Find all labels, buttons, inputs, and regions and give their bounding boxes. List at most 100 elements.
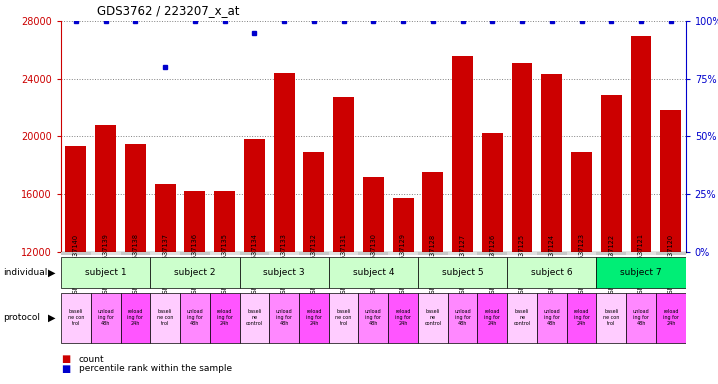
Text: baseli
ne
control: baseli ne control xyxy=(424,310,442,326)
Text: GSM537131: GSM537131 xyxy=(340,233,347,273)
Bar xyxy=(541,74,562,384)
Bar xyxy=(333,98,354,384)
Text: unload
ing for
48h: unload ing for 48h xyxy=(365,310,382,326)
Text: unload
ing for
48h: unload ing for 48h xyxy=(276,310,292,326)
Text: GSM537129: GSM537129 xyxy=(400,233,406,273)
Text: unload
ing for
48h: unload ing for 48h xyxy=(633,310,650,326)
Bar xyxy=(358,252,388,255)
Text: subject 1: subject 1 xyxy=(85,268,126,277)
Bar xyxy=(358,293,388,343)
Bar xyxy=(269,293,299,343)
Bar xyxy=(180,252,210,255)
Bar xyxy=(477,21,507,252)
Bar xyxy=(507,293,537,343)
Text: GSM537137: GSM537137 xyxy=(162,233,168,273)
Bar xyxy=(269,252,299,255)
Text: reload
ing for
24h: reload ing for 24h xyxy=(306,310,322,326)
Bar xyxy=(150,257,240,288)
Bar xyxy=(626,293,656,343)
Bar xyxy=(329,252,358,255)
Bar xyxy=(180,21,210,252)
Text: GSM537130: GSM537130 xyxy=(370,233,376,273)
Bar xyxy=(388,252,418,255)
Bar xyxy=(597,293,626,343)
Bar xyxy=(597,21,626,252)
Bar xyxy=(125,144,146,384)
Bar xyxy=(240,293,269,343)
Text: count: count xyxy=(79,354,105,364)
Bar xyxy=(507,257,597,288)
Text: GSM537140: GSM537140 xyxy=(73,233,79,273)
Bar xyxy=(150,252,180,255)
Bar xyxy=(61,293,90,343)
Bar xyxy=(512,63,533,384)
Bar xyxy=(448,21,477,252)
Bar xyxy=(567,252,597,255)
Text: GSM537136: GSM537136 xyxy=(192,233,198,273)
Bar xyxy=(418,21,448,252)
Bar xyxy=(571,152,592,384)
Bar xyxy=(90,293,121,343)
Bar xyxy=(507,252,537,255)
Text: subject 4: subject 4 xyxy=(353,268,394,277)
Bar xyxy=(299,21,329,252)
Bar xyxy=(214,191,235,384)
Text: baseli
ne
control: baseli ne control xyxy=(513,310,531,326)
Text: ▶: ▶ xyxy=(48,313,55,323)
Text: reload
ing for
24h: reload ing for 24h xyxy=(485,310,500,326)
Bar xyxy=(65,146,86,384)
Bar xyxy=(244,139,265,384)
Text: ■: ■ xyxy=(61,354,70,364)
Bar xyxy=(388,21,418,252)
Bar xyxy=(210,293,240,343)
Bar xyxy=(299,252,329,255)
Text: baseli
ne con
trol: baseli ne con trol xyxy=(67,310,84,326)
Bar xyxy=(210,252,240,255)
Text: unload
ing for
48h: unload ing for 48h xyxy=(187,310,203,326)
Bar xyxy=(240,257,329,288)
Bar xyxy=(240,252,269,255)
Text: reload
ing for
24h: reload ing for 24h xyxy=(574,310,589,326)
Bar xyxy=(90,21,121,252)
Bar xyxy=(656,252,686,255)
Text: GSM537120: GSM537120 xyxy=(668,233,673,273)
Bar xyxy=(358,21,388,252)
Bar xyxy=(567,293,597,343)
Text: subject 6: subject 6 xyxy=(531,268,573,277)
Text: reload
ing for
24h: reload ing for 24h xyxy=(663,310,679,326)
Bar xyxy=(121,21,150,252)
Bar xyxy=(448,293,477,343)
Text: baseli
ne con
trol: baseli ne con trol xyxy=(335,310,352,326)
Text: GSM537121: GSM537121 xyxy=(638,233,644,273)
Text: ▶: ▶ xyxy=(48,268,55,278)
Bar xyxy=(269,21,299,252)
Text: unload
ing for
48h: unload ing for 48h xyxy=(97,310,114,326)
Bar xyxy=(240,21,269,252)
Text: GSM537138: GSM537138 xyxy=(132,233,139,273)
Bar xyxy=(61,21,90,252)
Bar xyxy=(537,252,567,255)
Bar xyxy=(507,21,537,252)
Bar xyxy=(567,21,597,252)
Bar xyxy=(304,152,325,384)
Bar xyxy=(329,21,358,252)
Text: GSM537124: GSM537124 xyxy=(549,233,555,273)
Bar xyxy=(95,125,116,384)
Bar xyxy=(180,293,210,343)
Text: baseli
ne con
trol: baseli ne con trol xyxy=(157,310,173,326)
Text: GSM537134: GSM537134 xyxy=(251,233,257,273)
Text: subject 7: subject 7 xyxy=(620,268,662,277)
Bar xyxy=(597,252,626,255)
Bar xyxy=(154,184,175,384)
Bar xyxy=(418,252,448,255)
Bar xyxy=(537,293,567,343)
Bar xyxy=(477,293,507,343)
Text: individual: individual xyxy=(4,268,48,277)
Bar xyxy=(274,73,294,384)
Bar xyxy=(121,293,150,343)
Text: GSM537127: GSM537127 xyxy=(460,233,465,273)
Bar xyxy=(150,21,180,252)
Text: GSM537126: GSM537126 xyxy=(490,233,495,273)
Bar xyxy=(656,293,686,343)
Bar xyxy=(61,257,150,288)
